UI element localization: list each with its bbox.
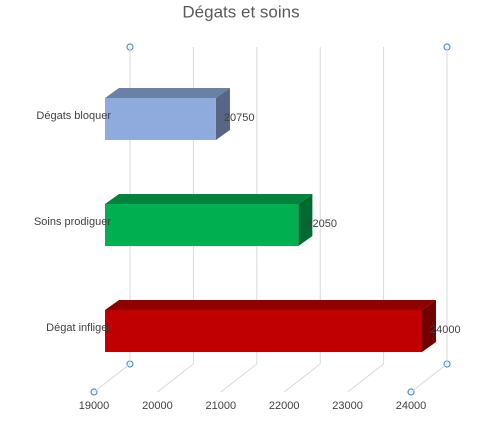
bar <box>105 310 422 352</box>
y-tick-label: Dégat infliger <box>46 322 111 334</box>
data-label: 22050 <box>306 218 337 230</box>
bar <box>105 98 216 140</box>
bar-side <box>422 300 436 352</box>
grid-line-floor <box>220 363 258 393</box>
y-tick-label: Dégats bloquer <box>36 110 111 122</box>
x-tick-label: 22000 <box>269 400 300 412</box>
x-tick-label: 24000 <box>396 400 427 412</box>
bar-side <box>215 88 230 140</box>
grid-line-floor <box>410 363 448 393</box>
bar-top <box>105 194 313 204</box>
grid-line-floor <box>93 363 131 393</box>
grid-line-floor <box>157 363 194 393</box>
x-tick-label: 20000 <box>142 400 173 412</box>
grid-line-floor <box>283 363 321 393</box>
y-tick-label: Soins prodiguer <box>34 216 111 228</box>
grid-line-floor <box>347 363 384 393</box>
x-tick-label: 21000 <box>206 400 237 412</box>
chart-title: Dégats et soins <box>182 2 299 21</box>
x-tick-label: 19000 <box>79 400 110 412</box>
bar-side <box>298 194 313 246</box>
data-label: 20750 <box>224 112 255 124</box>
x-tick-label: 23000 <box>332 400 363 412</box>
bar <box>105 204 299 246</box>
bar-top <box>105 88 230 98</box>
data-label: 24000 <box>430 324 461 336</box>
bar-top <box>105 300 436 310</box>
